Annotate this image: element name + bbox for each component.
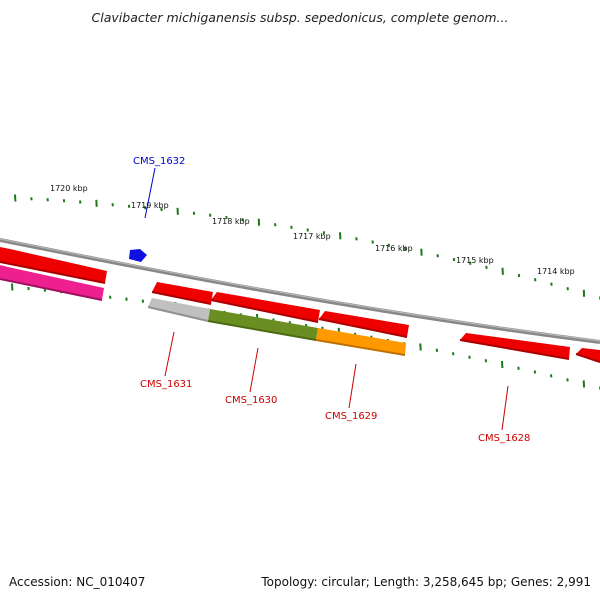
genome-backbone: [0, 238, 600, 344]
scale-label-1720: 1720 kbp: [50, 184, 88, 193]
gene-cms-1630[interactable]: [208, 309, 318, 340]
gene-label-cms-1630[interactable]: CMS_1630: [225, 395, 277, 406]
gene-label-cms-1632[interactable]: CMS_1632: [133, 156, 185, 167]
gene-label-cms-1628[interactable]: CMS_1628: [478, 433, 530, 444]
accession-text: Accession: NC_010407: [9, 575, 146, 589]
scale-label-1716: 1716 kbp: [375, 244, 413, 253]
scale-label-1715: 1715 kbp: [456, 256, 494, 265]
gene-cms-1628-leader: [501, 385, 509, 431]
red-feature-right-edge[interactable]: [576, 348, 600, 362]
pink-feature-left[interactable]: [0, 265, 104, 300]
scale-label-1719: 1719 kbp: [131, 201, 169, 210]
scale-label-1714: 1714 kbp: [537, 267, 575, 276]
gene-cms-1631[interactable]: [148, 298, 210, 321]
gene-cms-1631-leader: [164, 331, 175, 377]
map-title: Clavibacter michiganensis subsp. sepedon…: [91, 10, 509, 25]
red-feature-3[interactable]: [211, 292, 320, 322]
scale-label-1718: 1718 kbp: [212, 217, 250, 226]
red-feature-4[interactable]: [319, 311, 409, 337]
gene-cms-1628[interactable]: [460, 333, 570, 359]
gene-label-cms-1631[interactable]: CMS_1631: [140, 379, 192, 390]
gene-cms-1629[interactable]: [316, 328, 406, 355]
gene-cms-1630-leader: [249, 347, 259, 393]
gene-cms-1632-leader: [144, 167, 156, 219]
genome-backbone-highlight: [0, 238, 600, 342]
red-feature-left-1[interactable]: [0, 247, 107, 283]
scale-label-1717: 1717 kbp: [293, 232, 331, 241]
topology-summary: Topology: circular; Length: 3,258,645 bp…: [261, 575, 591, 589]
outer-scale-ticks: [14, 194, 600, 300]
gene-cms-1629-leader: [348, 363, 357, 409]
gene-label-cms-1629[interactable]: CMS_1629: [325, 411, 377, 422]
red-feature-2[interactable]: [152, 282, 213, 304]
gene-cms-1632[interactable]: [129, 249, 147, 262]
